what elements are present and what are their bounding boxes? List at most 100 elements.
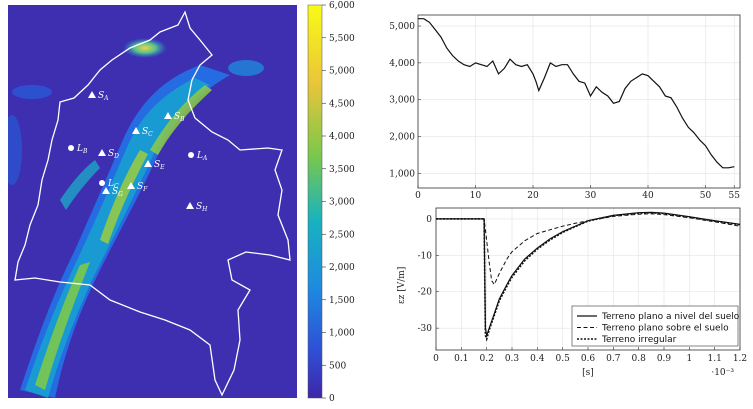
- site-marker-triangle: [132, 127, 140, 134]
- andes-range-mid: [25, 78, 210, 398]
- x-tick-label: 0.2: [480, 354, 494, 364]
- site-marker-letter: S: [108, 149, 114, 159]
- elevation-map: 0 500 1,000 1,500 2,000 2,500 3,000 3,500 4,000 4…: [8, 1, 355, 404]
- y-tick-label: 1,000: [389, 169, 415, 179]
- y-tick-label: 0: [426, 215, 432, 225]
- site-marker-subscript: B: [179, 116, 185, 123]
- site-marker-subscript: G: [118, 191, 123, 198]
- cordillera-occidental: [100, 150, 148, 244]
- plot-frame: [435, 207, 741, 351]
- site-marker-subscript: F: [142, 186, 148, 193]
- elevation-profile-chart: 0 10 20 30 40 50 55 1,000 2,000 3,000 4,000 5,000: [389, 14, 741, 201]
- colorbar-tick-label: 3,000: [329, 198, 355, 208]
- cordillera-oriental: [150, 85, 212, 155]
- y-tick-label: 2,000: [389, 132, 415, 142]
- pacific-plain: [8, 115, 22, 185]
- x-tick-label: 20: [527, 191, 539, 200]
- site-marker-letter: L: [196, 151, 203, 161]
- site-marker-label: SE: [154, 160, 165, 171]
- colorbar: [307, 4, 323, 399]
- site-marker-letter: S: [174, 112, 180, 122]
- site-marker-circle: [188, 152, 194, 158]
- colorbar-tick-label: 1,000: [329, 329, 355, 339]
- colorbar-tick-label: 2,500: [329, 230, 355, 240]
- perija-range: [228, 60, 264, 76]
- series-line-dashed: [436, 213, 741, 286]
- x-tick-label: 0: [433, 354, 439, 364]
- site-marker-label: LC: [107, 179, 119, 190]
- y-tick-label: -10: [418, 251, 433, 261]
- x-tick-label: 0: [415, 191, 421, 200]
- x-tick-label: 1.1: [708, 354, 722, 364]
- site-marker-triangle: [144, 160, 152, 167]
- legend-entry-label: Terreno plano sobre el suelo: [601, 324, 729, 334]
- legend-entry-label: Terreno plano a nivel del suelo: [601, 312, 740, 322]
- field-waveform-chart: 0 0.1 0.2 0.3 0.4 0.5 0.6 0.7 0.8 0.9 1 1.1 1.2 0 -10 -…: [397, 207, 747, 378]
- elevation-map-panel: 0 500 1,000 1,500 2,000 2,500 3,000 3,500 4,000 4…: [0, 0, 360, 405]
- site-marker-letter: S: [137, 182, 143, 192]
- field-waveform-panel: 0 0.1 0.2 0.3 0.4 0.5 0.6 0.7 0.8 0.9 1 1.1 1.2 0 -10 -…: [380, 200, 753, 405]
- site-marker-letter: S: [142, 127, 148, 137]
- site-marker-letter: S: [112, 187, 118, 197]
- site-marker-subscript: C: [148, 131, 153, 138]
- y-tick-label: -20: [418, 288, 433, 298]
- site-marker-letter: S: [154, 160, 160, 170]
- colorbar-ticks: 0 500 1,000 1,500 2,000 2,500 3,000 3,500 4,000 4…: [322, 1, 355, 404]
- x-tick-label: 55: [729, 191, 741, 200]
- x-tick-label: 0.6: [581, 354, 596, 364]
- site-marker-triangle: [88, 91, 96, 98]
- x-tick-label: 0.4: [530, 354, 545, 364]
- colorbar-tick-label: 4,500: [329, 99, 355, 109]
- site-marker-letter: L: [107, 179, 114, 189]
- legend-entry-label: Terreno irregular: [601, 335, 677, 345]
- site-marker-triangle: [98, 149, 106, 156]
- coastal-plain: [12, 85, 52, 99]
- site-marker-label: LB: [76, 144, 88, 155]
- site-marker-letter: L: [76, 144, 83, 154]
- plot-frame: [417, 14, 741, 189]
- colorbar-tick-label: 1,500: [329, 296, 355, 306]
- site-marker-subscript: B: [82, 148, 88, 155]
- site-marker-subscript: E: [159, 164, 165, 171]
- site-marker-triangle: [186, 202, 194, 209]
- y-tick-label: 5,000: [389, 22, 415, 32]
- x-tick-label: 30: [585, 191, 597, 200]
- y-tick-label: 3,000: [389, 96, 415, 106]
- elevation-profile-panel: 0 10 20 30 40 50 55 1,000 2,000 3,000 4,000 5,000: [380, 0, 753, 201]
- colorbar-tick-label: 6,000: [329, 1, 355, 11]
- site-marker-letter: S: [196, 202, 202, 212]
- colorbar-tick-label: 500: [329, 361, 346, 371]
- sierra-nevada-peak: [123, 38, 167, 58]
- series-line-dotted: [436, 211, 741, 342]
- x-axis-label: [s]: [582, 368, 594, 378]
- x-tick-label: 0.7: [606, 354, 621, 364]
- site-marker-subscript: C: [114, 183, 119, 190]
- y-tick-label: 4,000: [389, 59, 415, 69]
- legend: Terreno plano a nivel del suelo Terreno p…: [571, 305, 740, 347]
- x-axis-multiplier: ·10⁻³: [711, 368, 734, 378]
- site-marker-triangle: [127, 182, 135, 189]
- x-tick-label: 40: [642, 191, 654, 200]
- site-marker-subscript: A: [103, 95, 109, 102]
- site-marker-circle: [99, 180, 105, 186]
- site-marker-subscript: H: [201, 206, 208, 213]
- site-marker-subscript: D: [113, 153, 119, 160]
- site-marker-label: LA: [196, 151, 208, 162]
- x-tick-label: 0.3: [505, 354, 520, 364]
- site-marker-circle: [68, 145, 74, 151]
- x-tick-label: 1: [686, 354, 692, 364]
- site-marker-label: SB: [174, 112, 185, 123]
- site-marker-triangle: [102, 187, 110, 194]
- x-tick-label: 0.9: [657, 354, 672, 364]
- colorbar-tick-label: 4,000: [329, 132, 355, 142]
- site-marker-label: SC: [142, 127, 153, 138]
- colorbar-tick-label: 5,500: [329, 34, 355, 44]
- site-marker-subscript: A: [202, 155, 208, 162]
- country-outline: [14, 10, 291, 397]
- site-marker-label: SD: [108, 149, 119, 160]
- site-marker-triangle: [164, 112, 172, 119]
- site-marker-label: SG: [112, 187, 123, 198]
- y-axis-label: εz [V/m]: [397, 267, 407, 304]
- elevation-grid: [417, 15, 740, 188]
